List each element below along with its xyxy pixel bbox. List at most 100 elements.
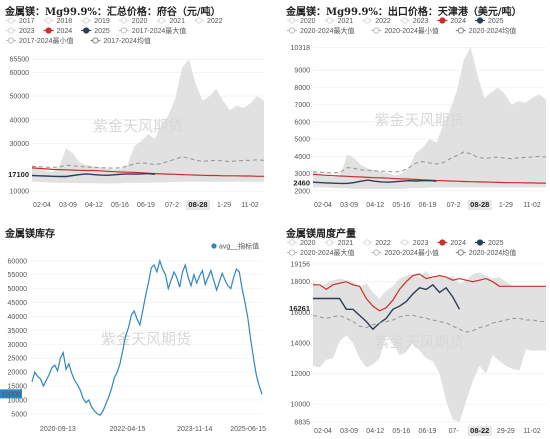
legend-entry: 2024 [57, 28, 73, 35]
y-tick: 40000 [8, 314, 28, 321]
y-tick: 5000 [11, 411, 27, 418]
y-tick: 50000 [8, 286, 28, 293]
legend-swatch-marker [83, 17, 90, 24]
x-tick: 02-04 [314, 202, 332, 209]
y-tick: 6000 [294, 119, 310, 126]
y-tick: 5000 [294, 137, 310, 144]
y-tick: 60000 [8, 258, 28, 265]
legend-entry: 2021 [338, 240, 354, 247]
x-tick: 1-29 [217, 202, 231, 209]
y-tick: 25000 [8, 356, 28, 363]
y-tick: 10318 [291, 45, 311, 52]
y-tick: 45000 [8, 300, 28, 307]
legend-entry: 2020 [300, 240, 316, 247]
x-tick: 04-12 [85, 202, 103, 209]
legend-swatch-marker [326, 239, 333, 246]
legend-entry: 2022 [207, 18, 223, 25]
series-line-2020-2024均值 [312, 151, 547, 174]
legend-swatch-marker [120, 17, 127, 24]
y-tick: 9000 [294, 68, 310, 75]
legend-entry: 2022 [375, 18, 391, 25]
legend-entry: 2017-2024均值 [103, 36, 150, 45]
x-tick: 11-02 [241, 202, 258, 209]
y-tick: 8000 [294, 85, 310, 92]
x-tick: 06-19 [419, 428, 437, 435]
y-tick: 7000 [294, 102, 310, 109]
legend-swatch-marker [7, 37, 15, 44]
x-tick-highlight: 08-28 [470, 200, 489, 209]
watermark: 紫金天风期货 [374, 111, 464, 129]
watermark: 紫金天风期货 [374, 333, 464, 351]
legend-entry: 2020-2024最小值 [384, 248, 438, 257]
legend-swatch-marker [401, 239, 408, 246]
y-tick: 3000 [294, 171, 310, 178]
series-line-2025 [31, 172, 155, 178]
legend-swatch-marker [476, 239, 484, 246]
x-tick: 06-19 [419, 202, 437, 209]
legend-swatch-marker [7, 17, 15, 24]
legend-swatch-marker [326, 17, 333, 24]
series-line-2017-2024均值 [31, 156, 265, 169]
y-tick: 55000 [8, 272, 28, 279]
y-tick-highlight: 2460 [293, 178, 310, 187]
x-tick: 06-19 [137, 202, 155, 209]
legend-swatch-marker [120, 27, 127, 34]
series-line-2025 [313, 283, 461, 331]
legend-swatch-marker [45, 17, 52, 24]
x-tick: 1-29 [499, 202, 513, 209]
legend-swatch-marker [364, 17, 371, 24]
legend-entry: 2025 [94, 28, 110, 35]
x-tick: 11-02 [523, 428, 540, 435]
legend-entry: 2025 [488, 18, 504, 25]
series-line-2025 [312, 179, 437, 185]
x-tick: 05-16 [111, 202, 129, 209]
watermark: 紫金天风期货 [101, 330, 191, 348]
legend-entry: 2020-2024最小值 [384, 26, 438, 35]
chart-panel-tianjin-export: 金属镁：Mg99.9%：出口价格：天津港（美元/吨） 2020 2021 2022 2… [281, 0, 550, 213]
legend-entry: 2020-2024均值 [469, 26, 516, 35]
legend-swatch-marker [83, 27, 90, 34]
y-tick: 14000 [291, 340, 311, 347]
x-tick: 05-16 [392, 428, 410, 435]
chart-title: 金属镁周度产量 [286, 229, 356, 240]
series-line-2024 [313, 273, 546, 312]
x-tick: 03-09 [340, 428, 358, 435]
y-tick: 35000 [8, 328, 28, 335]
y-tick: 30000 [10, 141, 30, 148]
chart-title: 金属镁库存 [5, 229, 55, 240]
x-tick: 2023-11-14 [177, 426, 212, 433]
legend-entry: 2019 [94, 18, 110, 25]
legend-entry: 2024 [450, 18, 466, 25]
y-tick-highlight: 17100 [8, 170, 29, 179]
x-tick: 02-04 [33, 202, 51, 209]
x-tick-highlight: 08-22 [470, 426, 489, 435]
chart-tianjin-export: 2020 2021 2022 2023 2024 2025 2020-2024最大值 2020… [287, 17, 547, 210]
legend-swatch-marker [476, 17, 484, 24]
x-tick: 04-12 [366, 202, 384, 209]
y-tick: 18000 [291, 279, 311, 286]
y-tick: 40000 [10, 117, 30, 124]
y-tick: 50000 [10, 94, 30, 101]
legend-swatch-marker [288, 27, 296, 34]
legend-swatch-marker [373, 249, 380, 256]
legend-swatch-marker [92, 37, 99, 44]
legend-entry: 2024 [450, 240, 466, 247]
x-tick: 29-29 [497, 428, 515, 435]
x-tick: 11-02 [523, 202, 540, 209]
x-tick: 07- [449, 428, 460, 435]
y-tick: 30000 [8, 342, 28, 349]
y-tick: 60000 [10, 70, 30, 77]
chart-panel-weekly-output: 金属镁周度产量 2020 2021 2022 2023 2024 2025 2020-202… [281, 222, 550, 439]
y-tick: 16000 [291, 310, 311, 317]
series-line-2020-2024均值 [312, 314, 546, 333]
legend-entry: 2021 [169, 18, 185, 25]
range-band [313, 271, 546, 422]
range-band [32, 59, 264, 184]
x-tick: 03-09 [59, 202, 77, 209]
legend-entry: 2023 [19, 28, 35, 35]
x-tick-highlight-bg [186, 200, 210, 210]
x-tick: 2025-06-15 [230, 426, 266, 433]
y-highlight-bg [0, 389, 22, 399]
legend-swatch-marker [457, 27, 464, 34]
